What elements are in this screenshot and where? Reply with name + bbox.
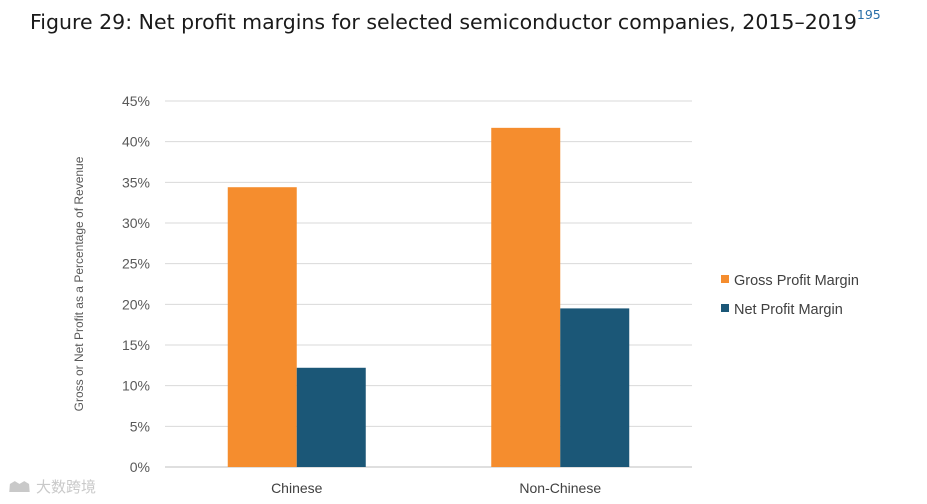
y-tick-label: 5% [130,418,150,434]
y-tick-label: 15% [122,337,150,353]
y-tick-label: 35% [122,174,150,190]
x-tick-label: Chinese [271,480,323,496]
chart-title-text: Figure 29: Net profit margins for select… [30,10,857,34]
y-tick-label: 45% [122,93,150,109]
footnote-reference[interactable]: 195 [856,7,881,22]
x-tick-label: Non-Chinese [519,480,601,496]
legend-label: Gross Profit Margin [734,273,859,289]
y-tick-label: 10% [122,378,150,394]
chart-title: Figure 29: Net profit margins for select… [30,7,881,34]
watermark-logo-icon [8,478,36,496]
y-axis-label: Gross or Net Profit as a Percentage of R… [72,156,86,411]
bar-net-profit-margin [560,308,630,467]
bar-net-profit-margin [296,367,366,467]
y-tick-label: 40% [122,134,150,150]
legend-label: Net Profit Margin [734,302,843,318]
bar-gross-profit-margin [491,127,561,467]
y-tick-label: 20% [122,296,150,312]
legend-swatch [721,304,729,312]
legend-swatch [721,275,729,283]
y-tick-label: 0% [130,459,150,475]
y-tick-label: 30% [122,215,150,231]
watermark-text: 大数跨境 [36,478,97,496]
bar-gross-profit-margin [227,187,297,468]
y-tick-label: 25% [122,256,150,272]
watermark: 大数跨境 [8,476,96,497]
